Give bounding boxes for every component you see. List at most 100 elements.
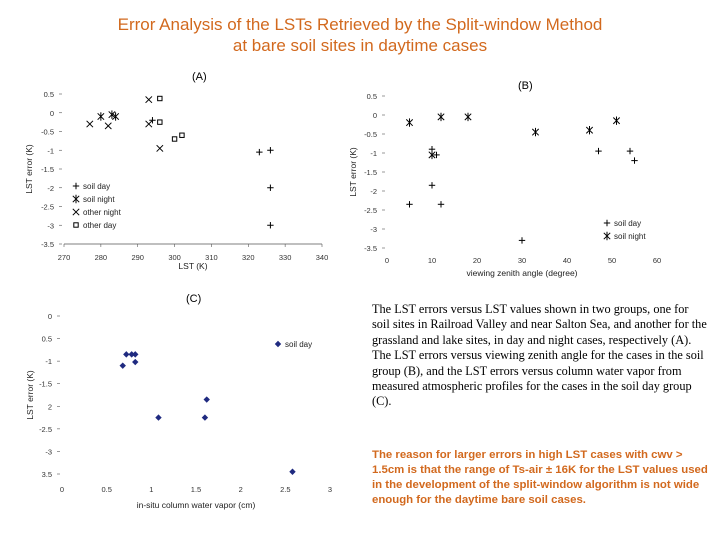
data-point bbox=[104, 122, 112, 130]
x-tick-label: 280 bbox=[95, 253, 108, 262]
y-axis-title: LST error (K) bbox=[24, 144, 34, 194]
legend-marker bbox=[603, 219, 611, 227]
data-point bbox=[428, 150, 436, 160]
x-tick-label: 300 bbox=[168, 253, 181, 262]
y-tick-label: -1 bbox=[45, 357, 52, 366]
series-other-day bbox=[157, 95, 185, 142]
data-point bbox=[171, 136, 178, 142]
x-tick-label: 1 bbox=[149, 485, 153, 494]
data-point bbox=[203, 396, 210, 403]
chart-b: 0.5 0 -0.5 -1 -1.5 -2 -2.5 -3 -3.5 0 10 20 30 40 50 60 v… bbox=[348, 92, 661, 278]
data-point bbox=[289, 468, 296, 475]
x-tick-label: 290 bbox=[131, 253, 144, 262]
legend-label: soil day bbox=[614, 219, 641, 228]
data-point bbox=[145, 96, 153, 104]
data-point bbox=[267, 147, 274, 154]
legend-marker bbox=[274, 340, 282, 348]
y-tick-label: -3 bbox=[45, 447, 52, 456]
legend-marker bbox=[73, 222, 79, 228]
y-tick-label: -0.5 bbox=[41, 128, 54, 137]
y-tick-label: -2 bbox=[47, 184, 54, 193]
data-point bbox=[405, 118, 414, 127]
x-tick-label: 340 bbox=[316, 253, 329, 262]
legend-marker bbox=[72, 208, 80, 216]
y-tick-label: -1 bbox=[370, 149, 377, 158]
data-point bbox=[626, 147, 634, 155]
panel-label-c: (C) bbox=[186, 293, 202, 305]
data-point bbox=[428, 182, 436, 189]
y-axis-title: LST error (K) bbox=[25, 370, 35, 420]
data-point bbox=[518, 237, 526, 244]
legend-label: soil night bbox=[614, 232, 646, 241]
legend-marker bbox=[72, 194, 80, 204]
x-tick-label: 0 bbox=[385, 256, 389, 265]
y-tick-label: 3.5 bbox=[42, 470, 52, 479]
x-tick-label: 330 bbox=[279, 253, 292, 262]
data-point bbox=[97, 112, 105, 121]
panel-label-b: (B) bbox=[518, 80, 533, 92]
description-text: The LST errors versus LST values shown i… bbox=[372, 302, 707, 409]
series-soil-night bbox=[405, 112, 621, 160]
x-tick-label: 40 bbox=[563, 256, 571, 265]
x-tick-label: 3 bbox=[328, 485, 332, 494]
data-point bbox=[267, 184, 274, 191]
data-point bbox=[86, 120, 94, 128]
y-tick-label: 0.5 bbox=[367, 92, 377, 101]
data-point bbox=[157, 95, 163, 102]
data-point bbox=[108, 110, 116, 119]
y-tick-label: -2.5 bbox=[39, 425, 52, 434]
x-tick-label: 10 bbox=[428, 256, 436, 265]
note-text: The reason for larger errors in high LST… bbox=[372, 449, 708, 506]
y-tick-label: -1.5 bbox=[41, 165, 54, 174]
legend: soil day bbox=[274, 340, 312, 349]
chart-a: 0.5 0 -0.5 -1 -1.5 -2 -2.5 -3 -3.5 270 280 290 300 31… bbox=[24, 90, 329, 271]
x-tick-label: 2 bbox=[239, 485, 243, 494]
y-tick-label: -2 bbox=[370, 187, 377, 196]
data-point bbox=[112, 112, 120, 121]
x-axis-title: LST (K) bbox=[178, 261, 207, 271]
x-tick-label: 320 bbox=[242, 253, 255, 262]
x-tick-label: 270 bbox=[58, 253, 71, 262]
y-tick-label: -0.5 bbox=[364, 130, 377, 139]
panel-label-a: (A) bbox=[192, 71, 207, 83]
x-axis-title: in-situ column water vapor (cm) bbox=[137, 500, 256, 510]
y-tick-label: -1.5 bbox=[364, 168, 377, 177]
series-other-night bbox=[86, 96, 164, 152]
x-tick-label: 20 bbox=[473, 256, 481, 265]
data-point bbox=[631, 157, 638, 164]
x-tick-label: 50 bbox=[608, 256, 616, 265]
y-tick-label: -1.5 bbox=[39, 380, 52, 389]
x-axis-title: viewing zenith angle (degree) bbox=[466, 268, 577, 278]
data-point bbox=[132, 351, 139, 358]
series-soil-day bbox=[119, 351, 296, 475]
series-soil-night bbox=[97, 110, 120, 121]
title-line-2: at bare soil sites in daytime cases bbox=[232, 36, 488, 55]
y-axis-title: LST error (K) bbox=[348, 147, 358, 197]
data-point bbox=[531, 127, 540, 137]
data-point bbox=[612, 116, 621, 125]
data-point bbox=[157, 119, 163, 125]
legend-label: soil day bbox=[83, 182, 110, 191]
legend-marker bbox=[603, 231, 611, 241]
y-tick-label: 0.5 bbox=[44, 90, 54, 99]
y-tick-label: -2.5 bbox=[41, 203, 54, 212]
x-tick-label: 1.5 bbox=[191, 485, 201, 494]
data-point bbox=[145, 120, 153, 128]
legend-marker bbox=[72, 182, 80, 190]
data-point bbox=[155, 414, 162, 421]
series-soil-day bbox=[406, 146, 638, 244]
y-tick-label: -3 bbox=[47, 221, 54, 230]
data-point bbox=[149, 117, 156, 124]
series-soil-day bbox=[149, 117, 274, 229]
y-tick-label: 0.5 bbox=[42, 335, 52, 344]
data-point bbox=[179, 132, 185, 138]
data-point bbox=[128, 351, 135, 358]
y-tick-label: 0 bbox=[373, 111, 377, 120]
data-point bbox=[123, 351, 130, 358]
x-tick-label: 0 bbox=[60, 485, 64, 494]
y-tick-label: -1 bbox=[47, 146, 54, 155]
data-point bbox=[201, 414, 209, 421]
y-tick-label: -3 bbox=[370, 225, 377, 234]
x-tick-label: 310 bbox=[205, 253, 218, 262]
data-point bbox=[437, 201, 445, 208]
